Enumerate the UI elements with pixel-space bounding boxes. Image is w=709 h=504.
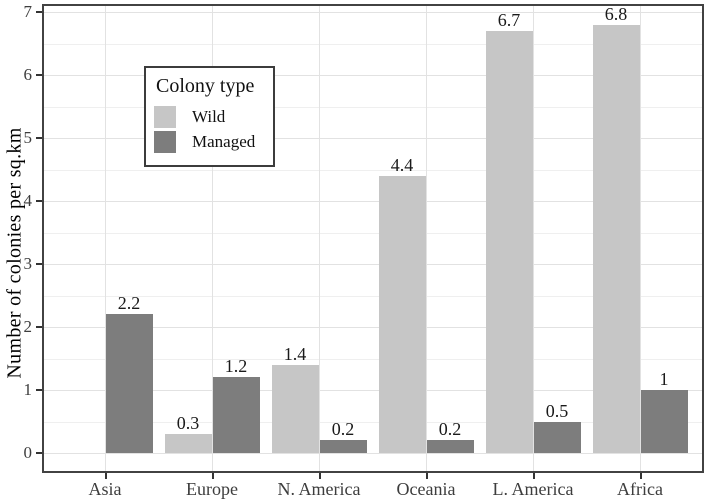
- x-axis-tick: [533, 473, 535, 479]
- gridline-major: [44, 201, 702, 202]
- gridline-minor: [44, 169, 702, 171]
- x-axis-tick-label: Africa: [617, 479, 663, 499]
- bar-value-label: 1.2: [224, 356, 248, 377]
- x-axis-tick-label: Oceania: [396, 479, 456, 499]
- x-axis-tick: [319, 473, 321, 479]
- y-axis-tick-label: 2: [23, 317, 33, 336]
- y-axis-tick: [36, 74, 42, 76]
- bar-wild-europe: [164, 434, 212, 453]
- x-axis-tick: [105, 473, 107, 479]
- legend-swatch-managed: [154, 131, 176, 153]
- gridline-minor: [44, 106, 702, 108]
- gridline-minor: [44, 358, 702, 360]
- bar-value-label: 0.2: [331, 419, 355, 440]
- gridline-major: [44, 138, 702, 139]
- y-axis-tick-label: 0: [23, 443, 33, 462]
- bar-value-label: 6.8: [604, 3, 628, 24]
- bar-managed-africa: [640, 390, 688, 453]
- y-axis-tick-label: 4: [23, 191, 33, 210]
- gridline-major: [44, 453, 702, 454]
- bar-managed-europe: [212, 377, 260, 453]
- x-axis-tick-label: N. America: [277, 479, 361, 499]
- y-axis-tick-label: 7: [23, 2, 33, 21]
- bar-managed-n-america: [319, 440, 367, 453]
- legend-items: Wild Managed: [146, 106, 273, 153]
- gridline-major: [44, 75, 702, 76]
- bar-managed-oceania: [426, 440, 474, 453]
- bar-value-label: 2.2: [117, 293, 141, 314]
- bar-value-label: 1.4: [283, 343, 307, 364]
- gridline-category: [533, 6, 534, 471]
- y-axis-tick: [36, 326, 42, 328]
- bar-value-label: 1: [659, 369, 669, 389]
- y-axis-tick-label: 3: [23, 254, 33, 273]
- y-axis-tick: [36, 11, 42, 13]
- bar-value-label: 6.7: [497, 9, 521, 30]
- x-axis-tick-label: Asia: [88, 479, 122, 499]
- bar-managed-asia: [105, 314, 153, 453]
- gridline-minor: [44, 295, 702, 297]
- y-axis-tick-label: 6: [23, 65, 33, 84]
- legend-swatch-wild: [154, 106, 176, 128]
- bar-wild-n-america: [271, 364, 319, 453]
- gridline-category: [426, 6, 427, 471]
- x-axis-tick-label: Europe: [186, 479, 238, 499]
- legend-item-label: Wild: [192, 107, 226, 126]
- plot-panel: 0.3 1.4 4.4 6.7 6.8 2.2 1.2 0.2 0.2 0.5 1 Colony t…: [42, 4, 704, 473]
- gridline-category: [319, 6, 320, 471]
- y-axis-tick: [36, 263, 42, 265]
- y-axis-tick-label: 1: [23, 380, 33, 399]
- bar-value-label: 4.4: [390, 154, 414, 175]
- legend-item-label: Managed: [192, 132, 256, 151]
- gridline-minor: [44, 43, 702, 45]
- gridline-category: [105, 6, 106, 471]
- bar-wild-oceania: [378, 175, 426, 453]
- gridline-category: [640, 6, 641, 471]
- x-axis-tick: [212, 473, 214, 479]
- x-axis-tick: [640, 473, 642, 479]
- y-axis-tick: [36, 389, 42, 391]
- bar-value-label: 0.3: [176, 413, 200, 434]
- y-axis-tick-label: 5: [23, 128, 33, 147]
- legend: Colony type Wild Managed: [144, 66, 275, 167]
- legend-item-wild: Wild: [154, 106, 273, 128]
- bar-wild-africa: [592, 24, 640, 453]
- bar-value-label: 0.5: [545, 400, 569, 421]
- gridline-minor: [44, 232, 702, 234]
- y-axis-tick: [36, 137, 42, 139]
- gridline-major: [44, 390, 702, 391]
- gridline-minor: [44, 421, 702, 423]
- gridline-category: [212, 6, 213, 471]
- bar-value-label: 0.2: [438, 419, 462, 440]
- bar-wild-l-america: [485, 30, 533, 453]
- y-axis-tick: [36, 200, 42, 202]
- gridline-major: [44, 12, 702, 13]
- legend-title: Colony type: [156, 75, 255, 97]
- y-axis-title: Number of colonies per sq.km: [3, 127, 26, 379]
- gridline-major: [44, 327, 702, 328]
- x-axis-tick-label: L. America: [492, 479, 574, 499]
- y-axis-tick: [36, 452, 42, 454]
- legend-item-managed: Managed: [154, 131, 273, 153]
- gridline-major: [44, 264, 702, 265]
- bar-managed-l-america: [533, 421, 581, 453]
- x-axis-tick: [426, 473, 428, 479]
